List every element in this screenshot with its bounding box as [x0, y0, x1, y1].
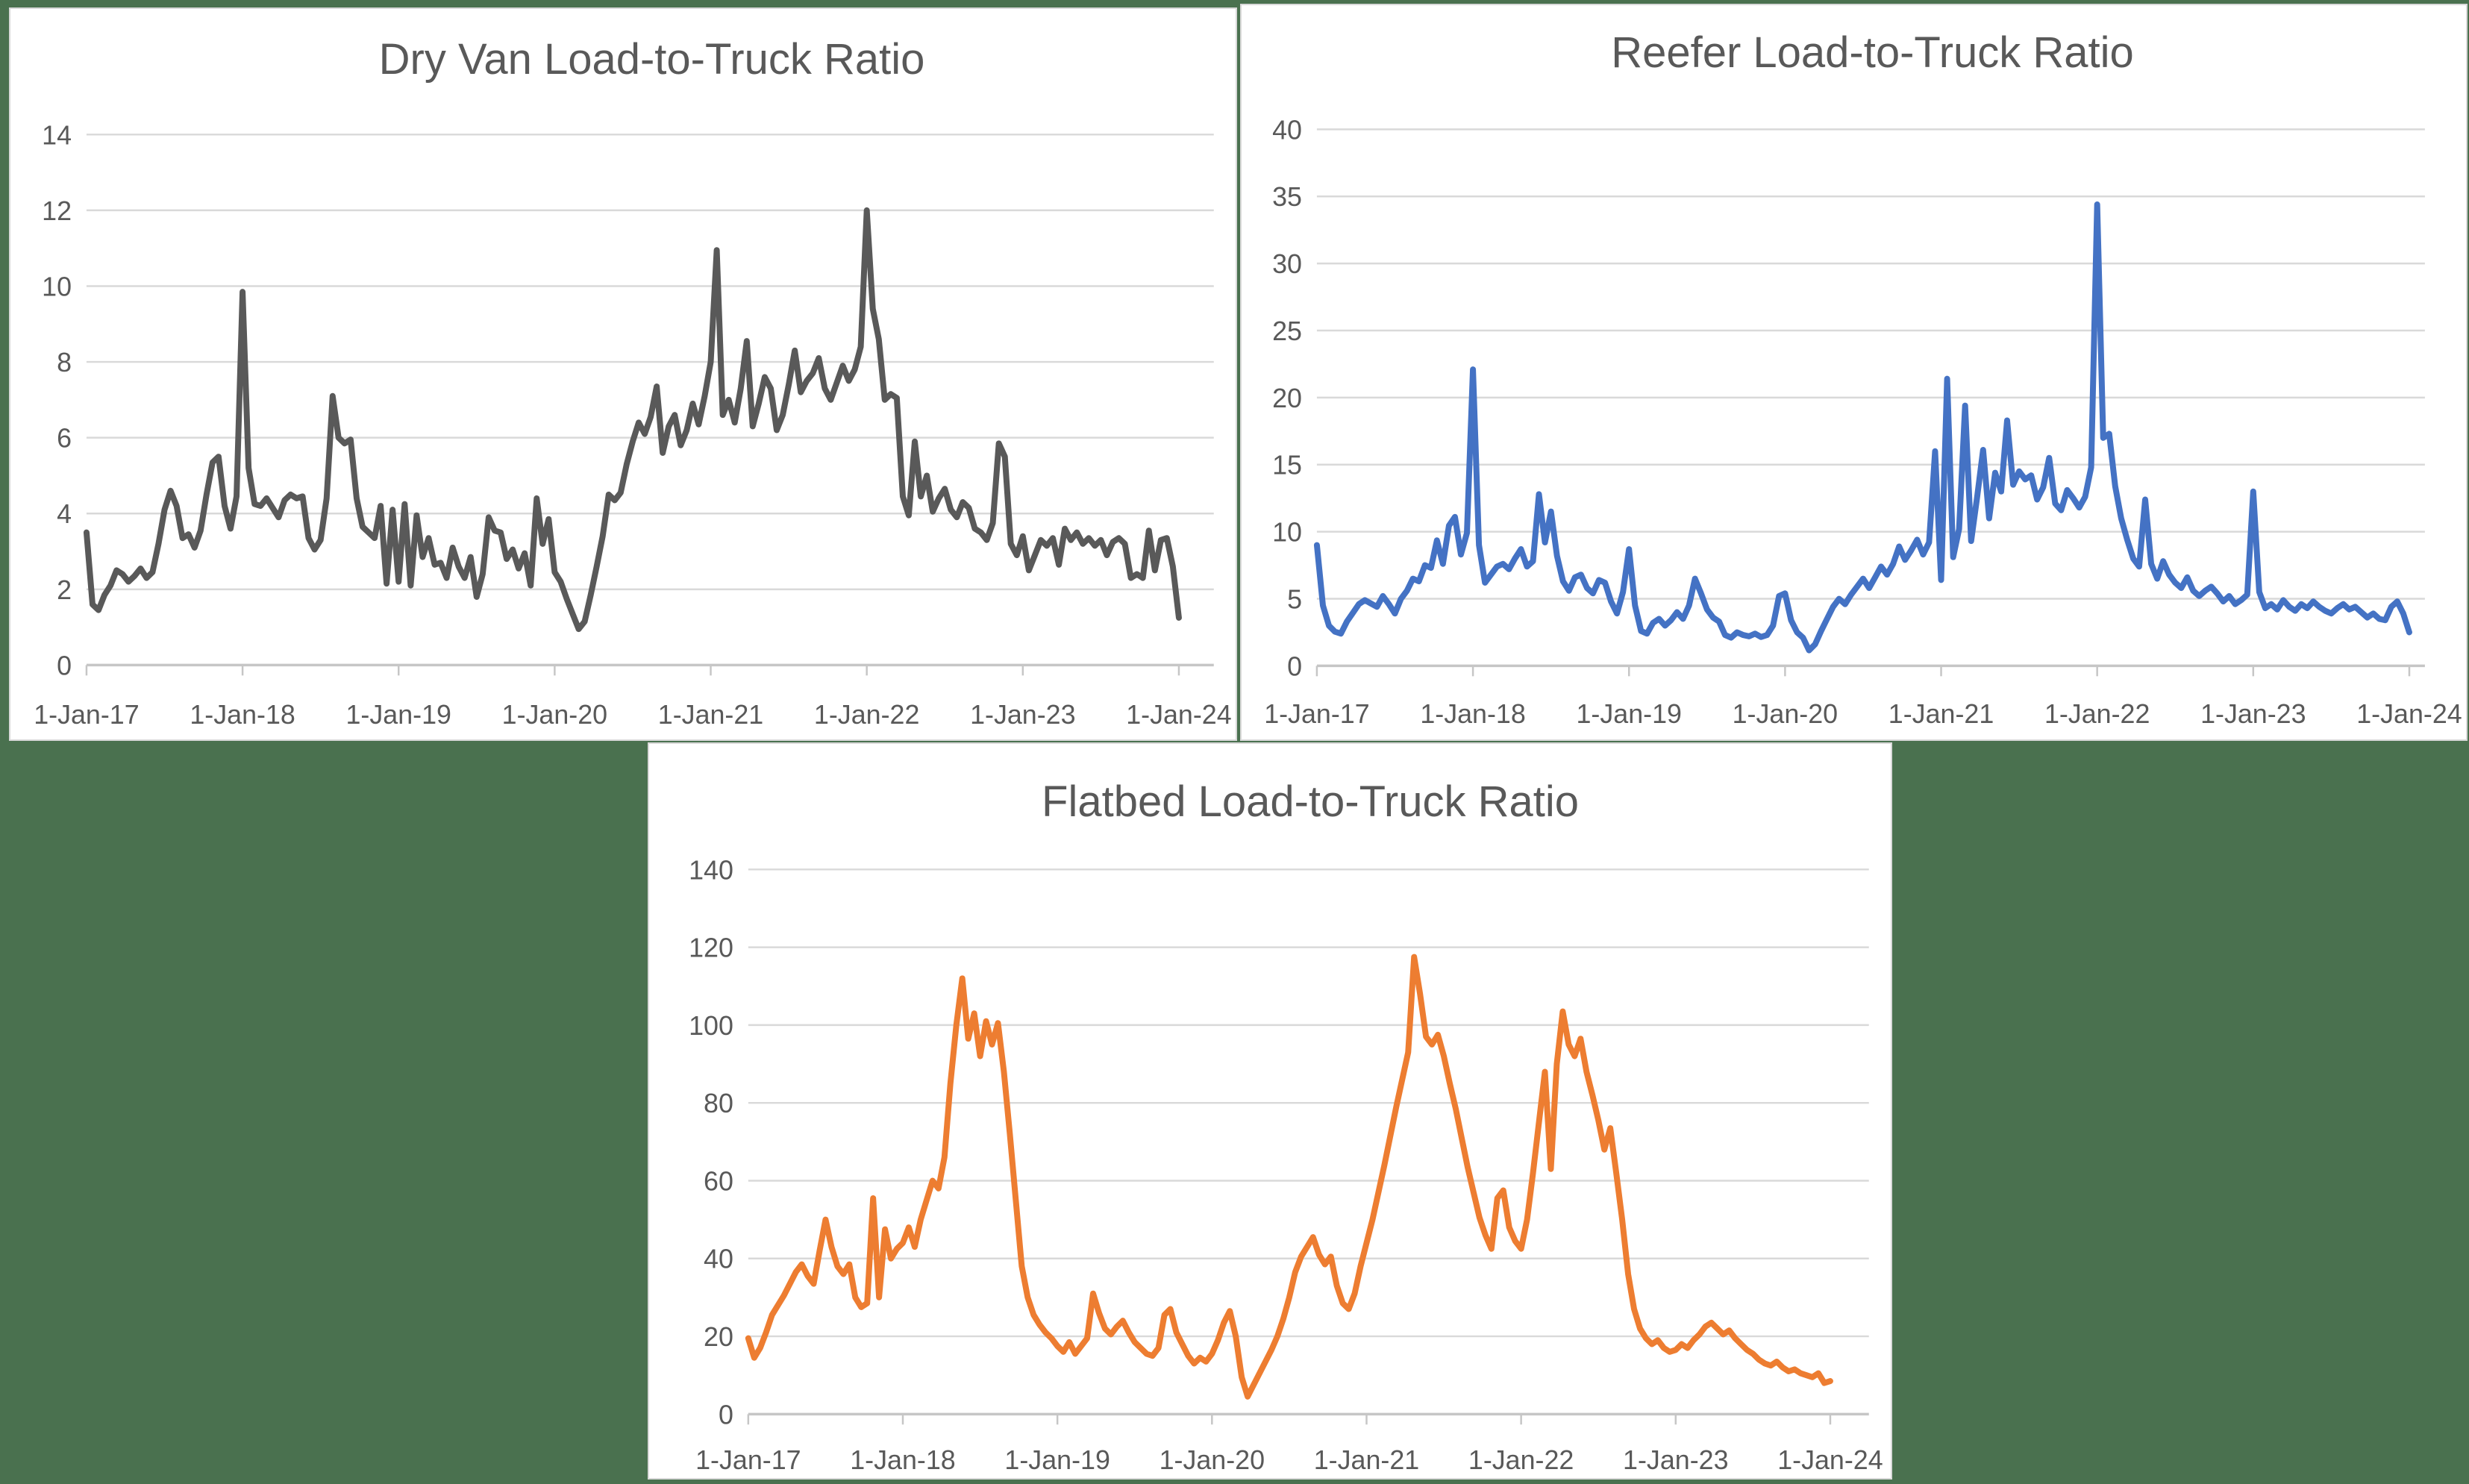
y-axis-tick-label: 60 — [704, 1166, 733, 1196]
y-axis-tick-label: 120 — [689, 933, 733, 963]
x-axis-tick-label: 1-Jan-23 — [970, 700, 1075, 730]
y-axis-tick-label: 0 — [1287, 651, 1302, 681]
y-axis-tick-label: 5 — [1287, 584, 1302, 614]
x-axis-tick-label: 1-Jan-24 — [2356, 699, 2462, 729]
x-axis-tick-label: 1-Jan-21 — [658, 700, 763, 730]
x-axis-tick-label: 1-Jan-22 — [1468, 1445, 1574, 1475]
y-axis-tick-label: 8 — [57, 348, 72, 378]
y-axis-tick-label: 2 — [57, 575, 72, 605]
x-axis-tick-label: 1-Jan-19 — [345, 700, 451, 730]
series-line — [1313, 201, 2412, 654]
y-axis-tick-label: 20 — [704, 1322, 733, 1352]
y-axis-tick-label: 100 — [689, 1011, 733, 1041]
x-axis-tick-label: 1-Jan-18 — [850, 1445, 955, 1475]
x-axis-tick-label: 1-Jan-23 — [2200, 699, 2306, 729]
x-axis-tick-label: 1-Jan-20 — [502, 700, 607, 730]
y-axis-tick-label: 10 — [1272, 518, 1302, 548]
x-axis-tick-label: 1-Jan-22 — [2044, 699, 2150, 729]
reefer-chart-title: Reefer Load-to-Truck Ratio — [1611, 28, 2134, 77]
series-line — [745, 954, 1833, 1400]
flatbed-chart-card: Flatbed Load-to-Truck Ratio 0 20 40 60 80 100… — [648, 742, 1892, 1480]
reefer-plot: 0 5 10 15 20 25 30 35 40 1-Jan-17 1-Jan-18 1-Jan-19… — [1264, 115, 2462, 729]
y-axis-tick-label: 30 — [1272, 249, 1302, 279]
dry-van-chart-title: Dry Van Load-to-Truck Ratio — [378, 35, 925, 84]
y-axis-tick-label: 10 — [42, 272, 72, 301]
y-axis-tick-label: 35 — [1272, 182, 1302, 212]
y-axis-tick-label: 4 — [57, 499, 72, 529]
y-axis-tick-label: 40 — [1272, 115, 1302, 145]
y-axis-tick-label: 12 — [42, 196, 72, 226]
y-axis-tick-label: 0 — [719, 1400, 733, 1430]
y-axis-tick-label: 40 — [704, 1245, 733, 1274]
y-axis-tick-label: 15 — [1272, 451, 1302, 480]
x-axis-tick-label: 1-Jan-20 — [1160, 1445, 1265, 1475]
y-axis-tick-label: 80 — [704, 1089, 733, 1118]
dry-van-chart-card: Dry Van Load-to-Truck Ratio 0 2 4 6 8 10 12 14 1… — [9, 7, 1237, 741]
dry-van-plot: 0 2 4 6 8 10 12 14 1-Jan-17 1-Jan-18 1-Jan-19 1-Jan… — [34, 120, 1231, 730]
y-axis-tick-label: 6 — [57, 424, 72, 454]
x-axis-tick-label: 1-Jan-17 — [1264, 699, 1369, 729]
y-axis-tick-label: 14 — [42, 120, 72, 150]
x-axis-tick-label: 1-Jan-19 — [1576, 699, 1681, 729]
x-axis-tick-label: 1-Jan-17 — [34, 700, 139, 730]
x-axis-tick-label: 1-Jan-24 — [1126, 700, 1231, 730]
x-axis-tick-label: 1-Jan-17 — [695, 1445, 801, 1475]
x-axis-tick-label: 1-Jan-23 — [1623, 1445, 1728, 1475]
x-axis-tick-label: 1-Jan-20 — [1733, 699, 1838, 729]
x-axis-tick-label: 1-Jan-21 — [1888, 699, 1994, 729]
y-axis-tick-label: 0 — [57, 651, 72, 680]
x-axis-tick-label: 1-Jan-19 — [1004, 1445, 1110, 1475]
x-axis-tick-label: 1-Jan-21 — [1314, 1445, 1419, 1475]
x-axis-tick-label: 1-Jan-22 — [814, 700, 919, 730]
x-axis-tick-label: 1-Jan-18 — [190, 700, 295, 730]
y-axis-tick-label: 140 — [689, 855, 733, 885]
y-axis-tick-label: 25 — [1272, 316, 1302, 346]
x-axis-tick-label: 1-Jan-18 — [1420, 699, 1525, 729]
series-line — [83, 207, 1182, 633]
reefer-chart-card: Reefer Load-to-Truck Ratio 0 5 10 15 20 25 30 3… — [1240, 4, 2468, 741]
flatbed-chart-title: Flatbed Load-to-Truck Ratio — [1042, 777, 1579, 826]
x-axis-tick-label: 1-Jan-24 — [1777, 1445, 1883, 1475]
flatbed-plot: 0 20 40 60 80 100 120 140 1-Jan-17 1-Jan-18 1-Jan-… — [689, 855, 1883, 1475]
y-axis-tick-label: 20 — [1272, 383, 1302, 413]
